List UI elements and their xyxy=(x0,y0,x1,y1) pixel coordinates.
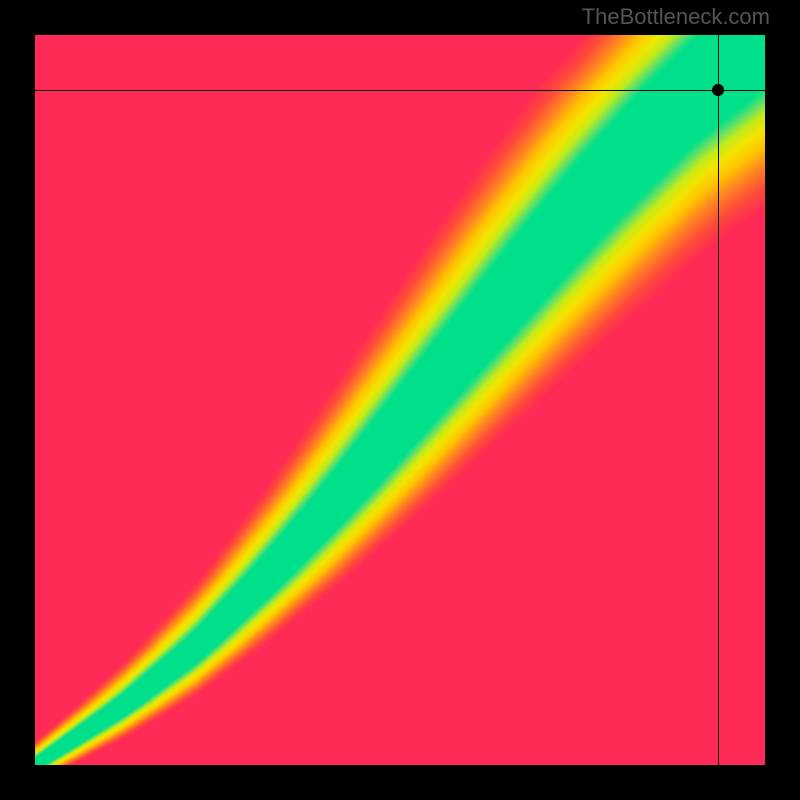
crosshair-horizontal xyxy=(35,90,765,91)
plot-area xyxy=(35,35,765,765)
marker-dot xyxy=(712,84,724,96)
crosshair-vertical xyxy=(718,35,719,765)
watermark-label: TheBottleneck.com xyxy=(582,4,770,30)
bottleneck-heatmap xyxy=(35,35,765,765)
